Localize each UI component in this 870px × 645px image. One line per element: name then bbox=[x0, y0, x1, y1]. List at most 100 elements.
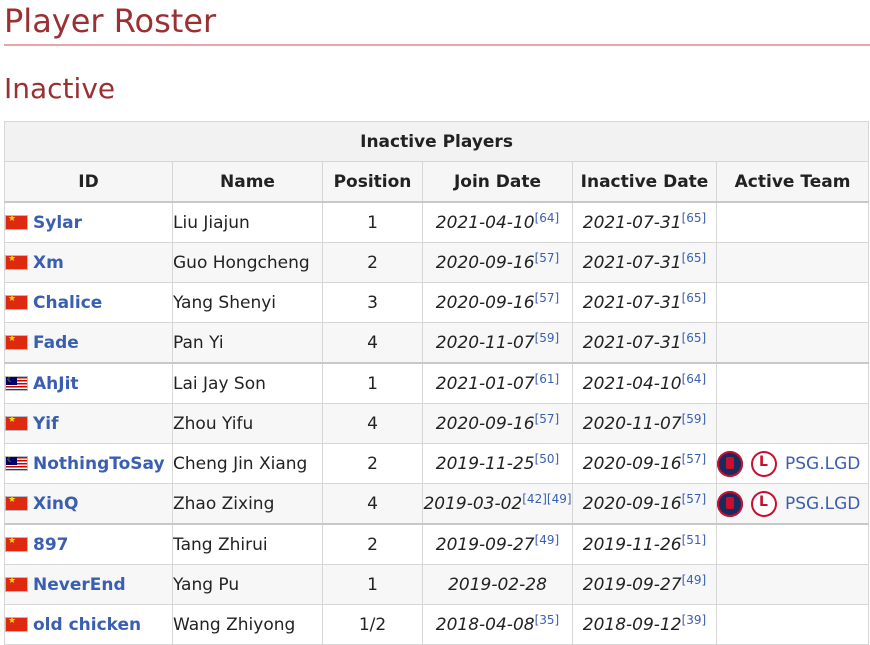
active-team-cell bbox=[715, 403, 870, 444]
team-link[interactable]: PSG.LGD bbox=[785, 453, 861, 474]
lgd-logo-icon[interactable] bbox=[751, 450, 777, 477]
reference-link[interactable]: [65] bbox=[681, 290, 707, 305]
reference-link[interactable]: [35] bbox=[534, 612, 560, 627]
player-id-cell: Sylar bbox=[4, 201, 173, 243]
active-team-cell bbox=[715, 282, 870, 323]
join-date: 2018-04-08[35] bbox=[422, 604, 573, 645]
player-link[interactable]: NeverEnd bbox=[33, 574, 126, 595]
join-date-value: 2020-09-16 bbox=[435, 292, 535, 313]
reference-link[interactable]: [57] bbox=[534, 411, 560, 426]
table-caption-row: Inactive Players bbox=[3, 121, 870, 162]
reference-link[interactable]: [51] bbox=[681, 532, 707, 547]
inactive-date: 2020-09-16[57] bbox=[572, 443, 717, 484]
join-date: 2020-11-07[59] bbox=[422, 322, 573, 364]
player-position: 4 bbox=[322, 483, 423, 525]
player-link[interactable]: Xm bbox=[33, 252, 64, 273]
inactive-date: 2021-04-10[64] bbox=[572, 362, 717, 404]
inactive-date: 2019-09-27[49] bbox=[572, 564, 717, 605]
china-flag-icon bbox=[5, 334, 28, 350]
active-team-cell: PSG.LGD bbox=[715, 443, 870, 484]
reference-link[interactable]: [64] bbox=[681, 371, 707, 386]
reference-link[interactable]: [65] bbox=[681, 250, 707, 265]
player-name: Yang Shenyi bbox=[172, 282, 323, 323]
player-name: Wang Zhiyong bbox=[172, 604, 323, 645]
psg-logo-icon[interactable] bbox=[717, 450, 743, 477]
active-team-cell bbox=[715, 564, 870, 605]
inactive-date: 2021-07-31[65] bbox=[572, 282, 717, 323]
reference-link[interactable]: [49] bbox=[546, 491, 572, 506]
reference-link[interactable]: [65] bbox=[681, 330, 707, 345]
inactive-date: 2020-11-07[59] bbox=[572, 403, 717, 444]
reference-link[interactable]: [59] bbox=[534, 330, 560, 345]
malaysia-flag-icon bbox=[5, 375, 28, 391]
china-flag-icon bbox=[5, 616, 28, 632]
inactive-date-value: 2018-09-12 bbox=[582, 614, 682, 635]
player-link[interactable]: 897 bbox=[33, 534, 69, 555]
player-position: 3 bbox=[322, 282, 423, 323]
player-name: Liu Jiajun bbox=[172, 201, 323, 243]
reference-link[interactable]: [57] bbox=[681, 451, 707, 466]
reference-link[interactable]: [65] bbox=[681, 210, 707, 225]
player-link[interactable]: XinQ bbox=[33, 493, 79, 514]
player-link[interactable]: Sylar bbox=[33, 212, 83, 233]
table-caption: Inactive Players bbox=[3, 121, 870, 162]
player-link[interactable]: Chalice bbox=[33, 292, 103, 313]
reference-link[interactable]: [57] bbox=[681, 491, 707, 506]
reference-link[interactable]: [61] bbox=[534, 371, 560, 386]
title-divider bbox=[4, 44, 870, 46]
team-link[interactable]: PSG.LGD bbox=[785, 493, 861, 514]
reference-link[interactable]: [50] bbox=[534, 451, 560, 466]
reference-link[interactable]: [57] bbox=[534, 250, 560, 265]
malaysia-flag-icon bbox=[5, 455, 28, 471]
player-link[interactable]: Yif bbox=[33, 413, 59, 434]
join-date: 2020-09-16[57] bbox=[422, 242, 573, 283]
inactive-date: 2019-11-26[51] bbox=[572, 523, 717, 565]
reference-link[interactable]: [39] bbox=[681, 612, 707, 627]
player-position: 1 bbox=[322, 564, 423, 605]
player-name: Cheng Jin Xiang bbox=[172, 443, 323, 484]
inactive-date-value: 2020-11-07 bbox=[582, 413, 682, 434]
player-link[interactable]: NothingToSay bbox=[33, 453, 165, 474]
reference-link[interactable]: [49] bbox=[681, 572, 707, 587]
reference-link[interactable]: [59] bbox=[681, 411, 707, 426]
player-link[interactable]: Fade bbox=[33, 332, 79, 353]
inactive-date: 2021-07-31[65] bbox=[572, 201, 717, 243]
inactive-date-value: 2021-07-31 bbox=[582, 332, 682, 353]
reference-link[interactable]: [57] bbox=[534, 290, 560, 305]
inactive-date-value: 2021-07-31 bbox=[582, 252, 682, 273]
player-id-cell: AhJit bbox=[4, 362, 173, 404]
reference-link[interactable]: [42] bbox=[522, 491, 547, 506]
inactive-date-value: 2021-07-31 bbox=[582, 292, 682, 313]
player-link[interactable]: old chicken bbox=[33, 614, 142, 635]
column-header-id: ID bbox=[4, 161, 173, 203]
player-link[interactable]: AhJit bbox=[33, 373, 79, 394]
page-title: Player Roster bbox=[4, 2, 217, 40]
player-id-cell: XinQ bbox=[4, 483, 173, 525]
psg-logo-icon[interactable] bbox=[717, 490, 743, 517]
player-id-cell: NeverEnd bbox=[4, 564, 173, 605]
join-date: 2021-01-07[61] bbox=[422, 362, 573, 404]
lgd-logo-icon[interactable] bbox=[751, 490, 777, 517]
player-id-cell: NothingToSay bbox=[4, 443, 173, 484]
reference-link[interactable]: [49] bbox=[534, 532, 560, 547]
reference-link[interactable]: [64] bbox=[534, 210, 560, 225]
player-name: Zhou Yifu bbox=[172, 403, 323, 444]
player-name: Lai Jay Son bbox=[172, 362, 323, 404]
join-date-value: 2021-01-07 bbox=[435, 373, 535, 394]
china-flag-icon bbox=[5, 495, 28, 511]
active-team-cell bbox=[715, 362, 870, 404]
active-team-cell bbox=[715, 242, 870, 283]
inactive-date: 2020-09-16[57] bbox=[572, 483, 717, 525]
join-date: 2020-09-16[57] bbox=[422, 282, 573, 323]
player-position: 1 bbox=[322, 201, 423, 243]
player-id-cell: Chalice bbox=[4, 282, 173, 323]
active-team-cell bbox=[715, 201, 870, 243]
join-date-value: 2020-11-07 bbox=[435, 332, 535, 353]
